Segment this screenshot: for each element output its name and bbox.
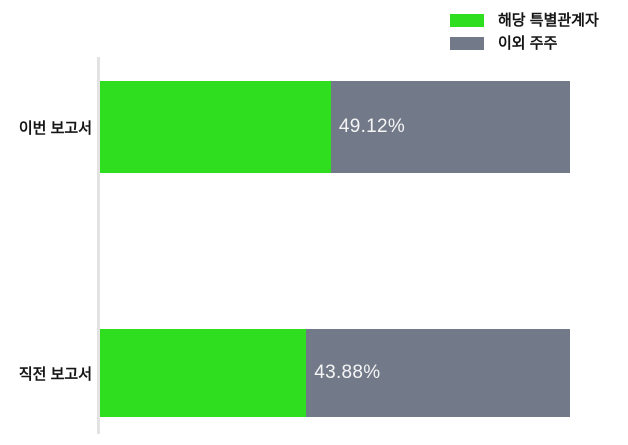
category-label: 이번 보고서 xyxy=(18,119,92,137)
stacked-bar: 43.88% xyxy=(100,329,570,417)
legend-label: 이외 주주 xyxy=(498,35,558,52)
legend: 해당 특별관계자 이외 주주 xyxy=(450,13,599,51)
legend-label: 해당 특별관계자 xyxy=(498,12,599,29)
segment-secondary: 49.12% xyxy=(330,81,570,173)
segment-primary xyxy=(100,329,307,417)
y-axis-line xyxy=(97,57,100,434)
segment-primary xyxy=(100,81,331,173)
category-label: 직전 보고서 xyxy=(18,365,92,383)
value-label: 49.12% xyxy=(338,116,406,137)
legend-item-special-related: 해당 특별관계자 xyxy=(450,13,599,28)
segment-secondary: 43.88% xyxy=(306,329,570,417)
bar-row-current-report: 이번 보고서 49.12% xyxy=(0,81,570,173)
stacked-bar: 49.12% xyxy=(100,81,570,173)
value-label: 43.88% xyxy=(314,362,381,383)
legend-swatch-green-icon xyxy=(450,14,484,27)
bar-row-previous-report: 직전 보고서 43.88% xyxy=(0,329,570,417)
legend-swatch-gray-icon xyxy=(450,37,484,50)
legend-item-other-shareholders: 이외 주주 xyxy=(450,36,599,51)
